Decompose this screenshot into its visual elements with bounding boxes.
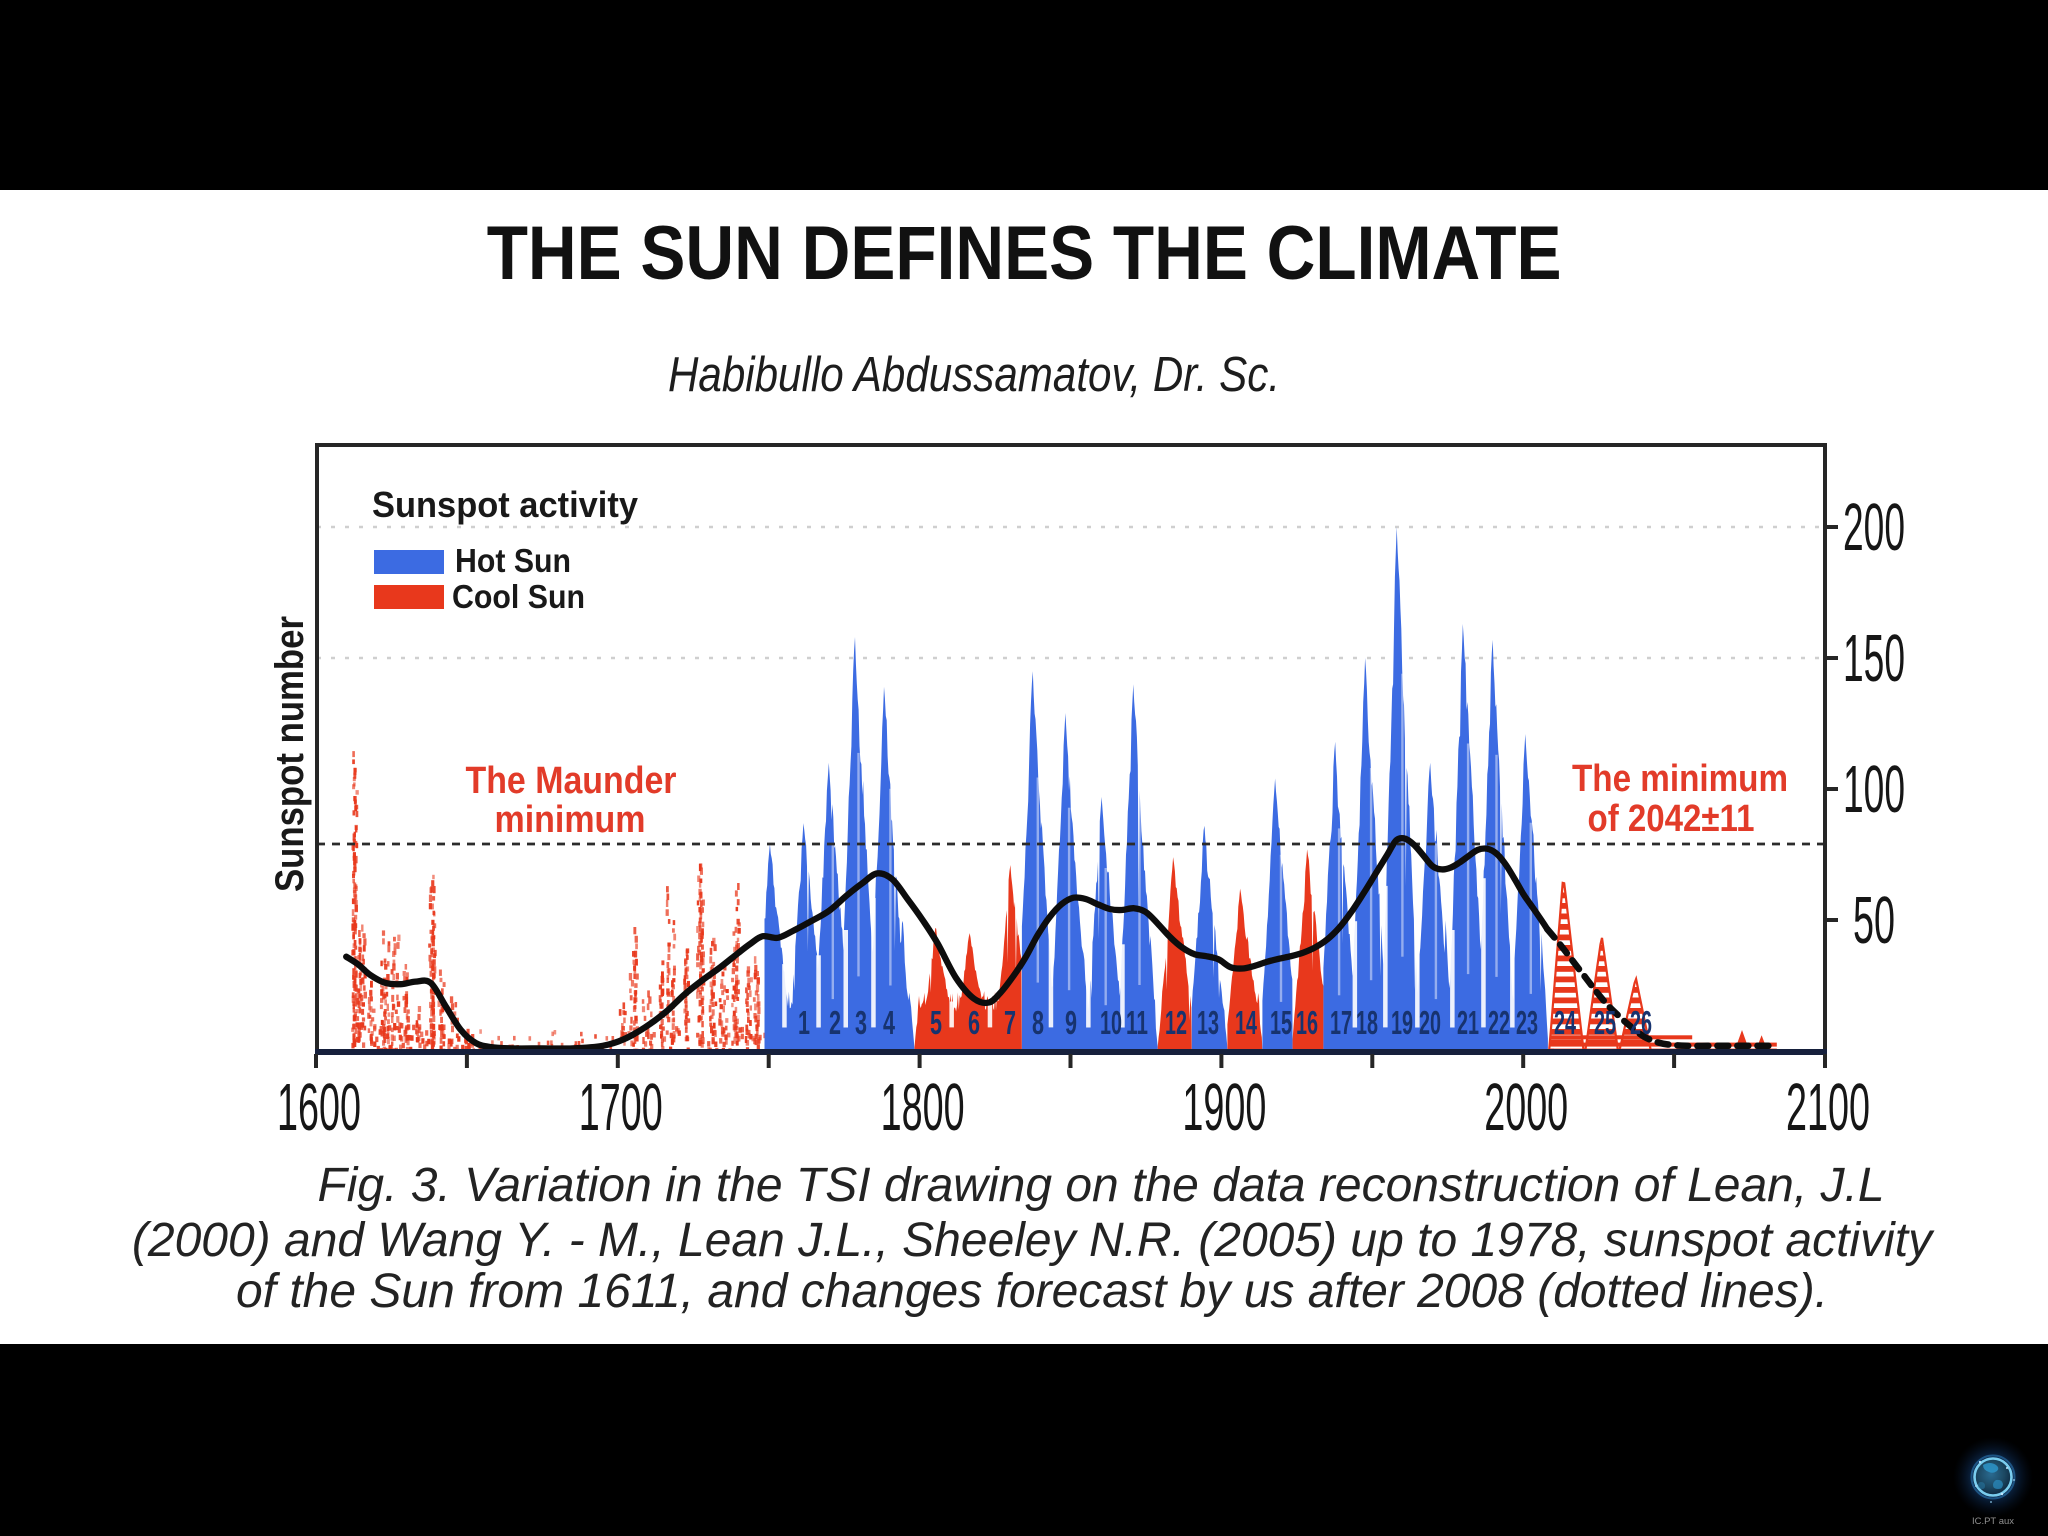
svg-text:50: 50 [1853,883,1895,958]
svg-text:1900: 1900 [1182,1070,1266,1145]
svg-text:11: 11 [1126,1004,1148,1041]
svg-text:minimum: minimum [495,799,646,841]
svg-text:3: 3 [855,1004,867,1041]
svg-text:Sunspot number: Sunspot number [268,616,312,892]
svg-text:12: 12 [1165,1004,1187,1041]
svg-text:16: 16 [1296,1004,1318,1041]
svg-text:2000: 2000 [1484,1070,1568,1145]
svg-text:13: 13 [1197,1004,1219,1041]
svg-text:14: 14 [1235,1004,1257,1041]
svg-text:22: 22 [1488,1004,1510,1041]
svg-text:10: 10 [1100,1004,1122,1041]
svg-text:24: 24 [1554,1004,1576,1041]
svg-text:4: 4 [883,1004,895,1041]
svg-text:100: 100 [1843,752,1905,827]
svg-text:Hot Sun: Hot Sun [455,542,571,579]
svg-text:1800: 1800 [881,1070,965,1145]
svg-text:19: 19 [1391,1004,1413,1041]
svg-text:9: 9 [1065,1004,1077,1041]
svg-text:of 2042±11: of 2042±11 [1588,798,1755,840]
svg-text:150: 150 [1843,621,1905,696]
svg-text:1: 1 [798,1004,810,1041]
svg-text:IC.PT aux: IC.PT aux [1972,1516,2014,1527]
svg-text:20: 20 [1419,1004,1441,1041]
svg-text:5: 5 [930,1004,942,1041]
svg-text:The Maunder: The Maunder [466,760,677,802]
svg-text:7: 7 [1004,1004,1016,1041]
svg-text:2: 2 [829,1004,841,1041]
svg-text:26: 26 [1630,1004,1652,1041]
svg-text:Sunspot activity: Sunspot activity [372,484,638,525]
svg-text:15: 15 [1270,1004,1292,1041]
svg-text:23: 23 [1516,1004,1538,1041]
svg-text:18: 18 [1356,1004,1378,1041]
svg-text:8: 8 [1032,1004,1044,1041]
svg-text:21: 21 [1457,1004,1479,1041]
svg-text:1600: 1600 [277,1070,361,1145]
svg-text:2100: 2100 [1786,1070,1870,1145]
svg-text:The minimum: The minimum [1572,758,1788,800]
svg-text:200: 200 [1843,490,1905,565]
svg-text:1700: 1700 [579,1070,663,1145]
svg-text:25: 25 [1594,1004,1616,1041]
svg-text:6: 6 [968,1004,980,1041]
svg-text:17: 17 [1330,1004,1352,1041]
svg-text:Cool Sun: Cool Sun [452,578,585,615]
